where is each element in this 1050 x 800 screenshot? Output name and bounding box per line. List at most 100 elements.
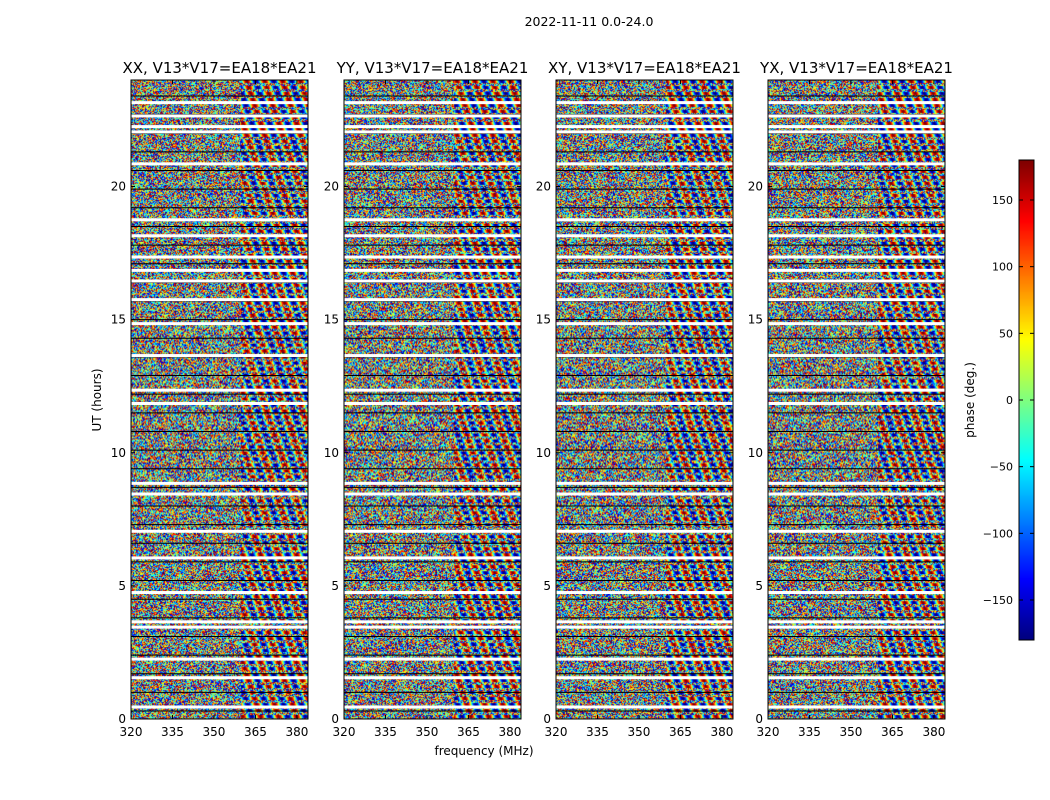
flagged-row xyxy=(768,388,945,392)
x-tick-label: 350 xyxy=(203,725,226,739)
flagged-row xyxy=(131,101,308,105)
flagged-row xyxy=(768,218,945,222)
x-tick-label: 380 xyxy=(285,725,308,739)
flagged-row xyxy=(344,125,521,129)
y-tick-label: 0 xyxy=(118,712,126,726)
x-tick-label: 335 xyxy=(161,725,184,739)
flagged-row xyxy=(131,298,308,302)
x-tick-label: 365 xyxy=(457,725,480,739)
flagged-row xyxy=(344,529,521,533)
flagged-row xyxy=(556,401,733,405)
x-tick-label: 335 xyxy=(586,725,609,739)
axis-frame xyxy=(767,79,946,720)
colorbar: 150 100 50 0 −50 −100 −150 phase (deg.) xyxy=(963,159,1035,641)
y-tick-label: 0 xyxy=(543,712,551,726)
flagged-row xyxy=(131,162,308,166)
flagged-row xyxy=(556,705,733,709)
flagged-row xyxy=(556,625,733,629)
panel-title: YX, V13*V17=EA18*EA21 xyxy=(759,59,953,77)
panel-3: XY, V13*V17=EA18*EA21 320 335 350 365 380 0 5 10… xyxy=(536,59,741,739)
flagged-row xyxy=(556,591,733,595)
flagged-row xyxy=(556,620,733,624)
axis-frame xyxy=(555,79,734,720)
y-tick-label: 0 xyxy=(331,712,339,726)
figure-title: 2022-11-11 0.0-24.0 xyxy=(525,14,654,29)
flagged-row xyxy=(556,218,733,222)
colorbar-tick-label: −150 xyxy=(983,594,1013,607)
heatmap-image xyxy=(344,80,521,719)
flagged-row xyxy=(768,556,945,560)
flagged-row xyxy=(768,114,945,118)
panel-title: XY, V13*V17=EA18*EA21 xyxy=(548,59,741,77)
flagged-row xyxy=(556,492,733,496)
x-tick-label: 350 xyxy=(840,725,863,739)
flagged-row xyxy=(344,388,521,392)
colorbar-tick-label: 50 xyxy=(999,327,1013,340)
flagged-row xyxy=(556,268,733,272)
flagged-row xyxy=(768,322,945,326)
flagged-row xyxy=(131,279,308,283)
flagged-row xyxy=(344,101,521,105)
colorbar-label: phase (deg.) xyxy=(963,362,977,438)
x-tick-label: 380 xyxy=(498,725,521,739)
flagged-row xyxy=(768,298,945,302)
flagged-row xyxy=(768,705,945,709)
heatmap-image xyxy=(768,80,945,719)
flagged-row xyxy=(344,481,521,485)
flagged-row xyxy=(131,125,308,129)
x-tick-label: 320 xyxy=(757,725,780,739)
flagged-row xyxy=(131,657,308,661)
flagged-row xyxy=(556,255,733,259)
x-tick-label: 320 xyxy=(333,725,356,739)
x-tick-label: 365 xyxy=(669,725,692,739)
y-tick-label: 15 xyxy=(111,313,126,327)
flagged-row xyxy=(344,268,521,272)
flagged-row xyxy=(131,388,308,392)
x-tick-label: 380 xyxy=(710,725,733,739)
flagged-row xyxy=(556,676,733,680)
axis-frame xyxy=(130,79,309,720)
x-tick-label: 365 xyxy=(244,725,267,739)
heatmap-image xyxy=(556,80,733,719)
flagged-row xyxy=(344,354,521,358)
flagged-row xyxy=(556,279,733,283)
flagged-row xyxy=(556,130,733,134)
y-tick-label: 10 xyxy=(536,446,551,460)
flagged-row xyxy=(131,255,308,259)
flagged-row xyxy=(768,268,945,272)
colorbar-tick-label: −50 xyxy=(990,461,1013,474)
flagged-row xyxy=(768,676,945,680)
y-tick-label: 5 xyxy=(755,579,763,593)
flagged-row xyxy=(131,268,308,272)
flagged-row xyxy=(131,401,308,405)
y-tick-label: 5 xyxy=(118,579,126,593)
y-tick-label: 20 xyxy=(111,180,126,194)
flagged-row xyxy=(344,322,521,326)
flagged-row xyxy=(556,322,733,326)
flagged-row xyxy=(768,162,945,166)
flagged-row xyxy=(556,529,733,533)
flagged-row xyxy=(556,298,733,302)
flagged-row xyxy=(344,255,521,259)
flagged-row xyxy=(768,279,945,283)
x-tick-label: 320 xyxy=(120,725,143,739)
flagged-row xyxy=(768,354,945,358)
flagged-row xyxy=(768,591,945,595)
y-tick-label: 5 xyxy=(543,579,551,593)
x-tick-label: 350 xyxy=(416,725,439,739)
y-tick-label: 15 xyxy=(324,313,339,327)
flagged-row xyxy=(131,625,308,629)
panel-4: YX, V13*V17=EA18*EA21 320 335 350 365 380 0 5 10… xyxy=(748,59,953,739)
x-tick-label: 380 xyxy=(922,725,945,739)
panel-title: YY, V13*V17=EA18*EA21 xyxy=(336,59,529,77)
flagged-row xyxy=(768,625,945,629)
flagged-row xyxy=(556,101,733,105)
x-tick-label: 350 xyxy=(628,725,651,739)
y-tick-label: 10 xyxy=(111,446,126,460)
flagged-row xyxy=(344,279,521,283)
x-tick-label: 365 xyxy=(881,725,904,739)
x-tick-label: 335 xyxy=(798,725,821,739)
flagged-row xyxy=(131,354,308,358)
flagged-row xyxy=(556,162,733,166)
